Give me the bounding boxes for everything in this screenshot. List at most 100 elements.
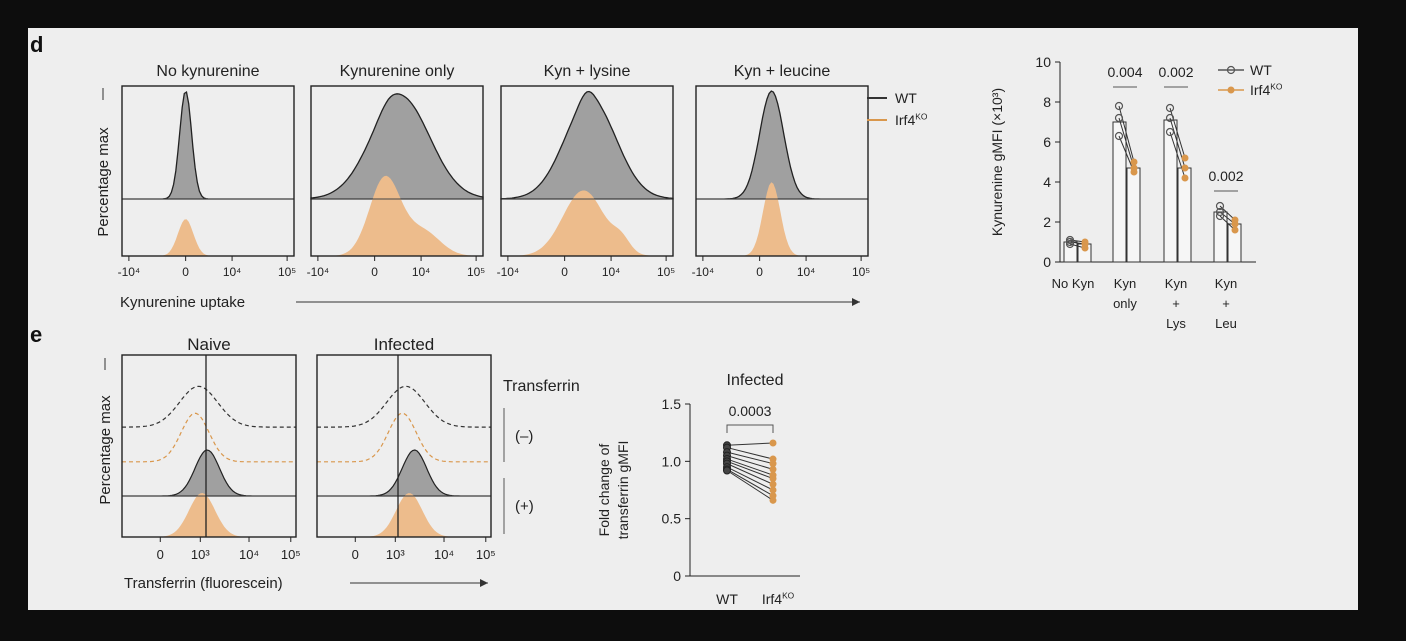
ko-point (1181, 174, 1189, 182)
x-tick-label: 10⁵ (852, 265, 870, 279)
category-label: Kyn (1165, 276, 1187, 291)
ko-minus-curve (317, 412, 491, 463)
legend-wt-label: WT (1250, 62, 1272, 78)
ko-point (769, 496, 777, 504)
x-tick-label: 10⁵ (657, 265, 675, 279)
category-label: Kyn (1114, 276, 1136, 291)
pair-plot-title: Infected (727, 372, 784, 389)
wt-point (1215, 201, 1225, 211)
bar-group-4: Kyn + Leu (1213, 201, 1242, 331)
panel-e-paired-plot: Infected 0 0.5 1.0 1.5 Fold change of transfer… (596, 372, 800, 607)
histogram-title: Naive (187, 335, 230, 354)
ko-point (1231, 216, 1239, 224)
y-tick-label: 0 (673, 568, 681, 584)
x-tick-label: 10⁴ (797, 265, 816, 279)
category-label: No Kyn (1052, 276, 1095, 291)
category-label: only (1113, 296, 1137, 311)
pair-y-label-line-2: transferrin gMFI (615, 441, 631, 540)
ko-point (1130, 158, 1138, 166)
ko-point (769, 460, 777, 468)
wt-point (1165, 113, 1175, 123)
pair-line (726, 470, 774, 501)
histogram-frame (121, 85, 295, 257)
ko-point (769, 465, 777, 473)
histogram-title: Kyn + lysine (544, 63, 631, 80)
p-value-label: 0.0003 (729, 403, 772, 419)
histogram-panel-3: Kyn + lysine -10⁴ 0 10⁴ 10⁵ (497, 63, 676, 279)
x-tick-label: 10⁵ (281, 547, 301, 562)
histogram-frame (500, 85, 674, 257)
x-tick-label: 0 (561, 265, 568, 279)
y-axis-label: Percentage max (97, 395, 114, 505)
x-tick-label: -10⁴ (118, 265, 141, 279)
pair-line (726, 466, 774, 491)
x-tick-label: 0 (371, 265, 378, 279)
wt-point (1114, 131, 1124, 141)
x-tick-label: -10⁴ (497, 265, 520, 279)
significance-bracket (726, 424, 774, 433)
pair-line (726, 455, 774, 470)
ko-plus-histogram (317, 493, 491, 537)
wt-minus-curve (122, 385, 296, 428)
y-tick-label: 0.5 (662, 511, 682, 527)
bar-group-2: Kyn only (1112, 101, 1141, 311)
transferrin-histogram-1: Naive 0 10³ 10⁴ 10⁵ (121, 335, 301, 562)
pair-line (726, 463, 774, 485)
panel-d-bar-chart: 0 2 4 6 8 10 Kynurenine gMFI (×10³) No Kyn Kyn on… (989, 54, 1283, 331)
pair-line (726, 468, 774, 497)
y-tick-label: 10 (1035, 54, 1051, 70)
histogram-panel-2: Kynurenine only -10⁴ 0 10⁴ 10⁵ (307, 63, 486, 279)
x-tick-label: 10³ (386, 547, 405, 562)
category-label: Irf4KO (762, 590, 795, 607)
y-tick-label: 6 (1043, 134, 1051, 150)
histogram-frame (310, 85, 484, 257)
x-tick-label: 0 (352, 547, 359, 562)
legend-ko-marker (1227, 86, 1235, 94)
p-value-label: 0.004 (1107, 64, 1142, 80)
pair-line (726, 447, 774, 460)
x-tick-label: 10⁵ (476, 547, 496, 562)
pair-line (726, 451, 774, 465)
x-tick-label: 0 (182, 265, 189, 279)
panel-letter-d: d (30, 32, 43, 57)
wt-point (1215, 211, 1225, 221)
bar-legend: WT Irf4KO (1218, 62, 1283, 98)
bar-group-1: No Kyn (1052, 235, 1095, 291)
histogram-title: No kynurenine (156, 63, 259, 80)
wt-point (1114, 101, 1124, 111)
wt-minus-curve (317, 385, 491, 428)
panel-d-histograms: No kynurenine -10⁴ 0 10⁴ 10⁵ Kynurenine only -… (95, 63, 928, 311)
x-axis-arrowhead (852, 298, 860, 306)
y-tick-label: 2 (1043, 214, 1051, 230)
category-label: + (1222, 296, 1230, 311)
x-tick-label: 0 (756, 265, 763, 279)
x-tick-label: 10⁵ (278, 265, 296, 279)
legend-wt-label: WT (895, 90, 917, 106)
ko-point (1081, 238, 1089, 246)
histogram-title: Kyn + leucine (734, 63, 831, 80)
pair-line (1169, 107, 1186, 159)
histogram-title: Infected (374, 335, 435, 354)
x-tick-label: 10⁴ (434, 547, 454, 562)
x-tick-label: 10⁴ (223, 265, 242, 279)
p-value-label: 0.002 (1208, 168, 1243, 184)
ko-point (769, 439, 777, 447)
x-axis-arrowhead (480, 579, 488, 587)
histogram-title: Kynurenine only (340, 63, 455, 80)
x-tick-label: 10³ (191, 547, 210, 562)
x-tick-label: 10⁴ (412, 265, 431, 279)
ko-point (769, 486, 777, 494)
histogram-frame (121, 354, 297, 538)
pair-line (726, 460, 774, 480)
histogram-panel-4: Kyn + leucine -10⁴ 0 10⁴ 10⁵ (692, 63, 871, 279)
category-label: Kyn (1215, 276, 1237, 291)
transferrin-histogram-2: Infected 0 10³ 10⁴ 10⁵ (316, 335, 496, 562)
histogram-panel-1: No kynurenine -10⁴ 0 10⁴ 10⁵ (118, 63, 297, 279)
bar-y-axis-label: Kynurenine gMFI (×10³) (989, 88, 1005, 236)
y-axis-label: Percentage max (95, 127, 112, 237)
wt-histogram (500, 90, 674, 200)
category-label: Leu (1215, 316, 1237, 331)
category-label: Lys (1166, 316, 1186, 331)
bar-wt (1163, 119, 1178, 263)
